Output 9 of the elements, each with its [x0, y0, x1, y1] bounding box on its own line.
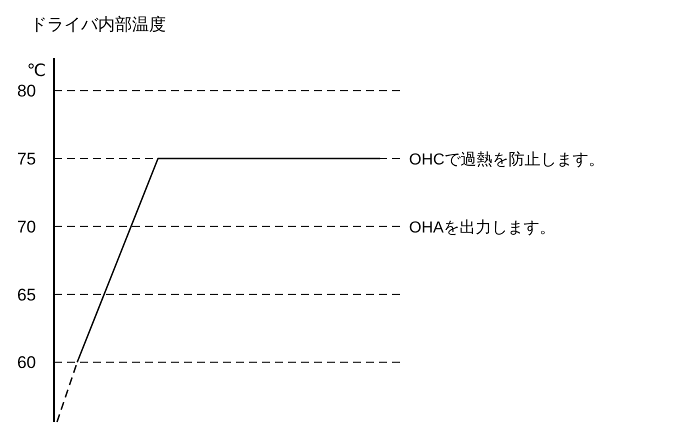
- text: OHAを出力します。: [409, 218, 556, 236]
- y-tick-label: 70: [17, 217, 36, 236]
- chart-title: ドライバ内部温度: [30, 15, 166, 34]
- y-axis-title: ℃: [26, 61, 46, 80]
- y-tick-label: 75: [17, 150, 36, 169]
- y-tick-label: 65: [17, 285, 36, 304]
- y-tick-label: 60: [17, 353, 36, 372]
- text: OHCで過熱を防止します。: [409, 150, 605, 169]
- y-tick-label: 80: [17, 82, 36, 101]
